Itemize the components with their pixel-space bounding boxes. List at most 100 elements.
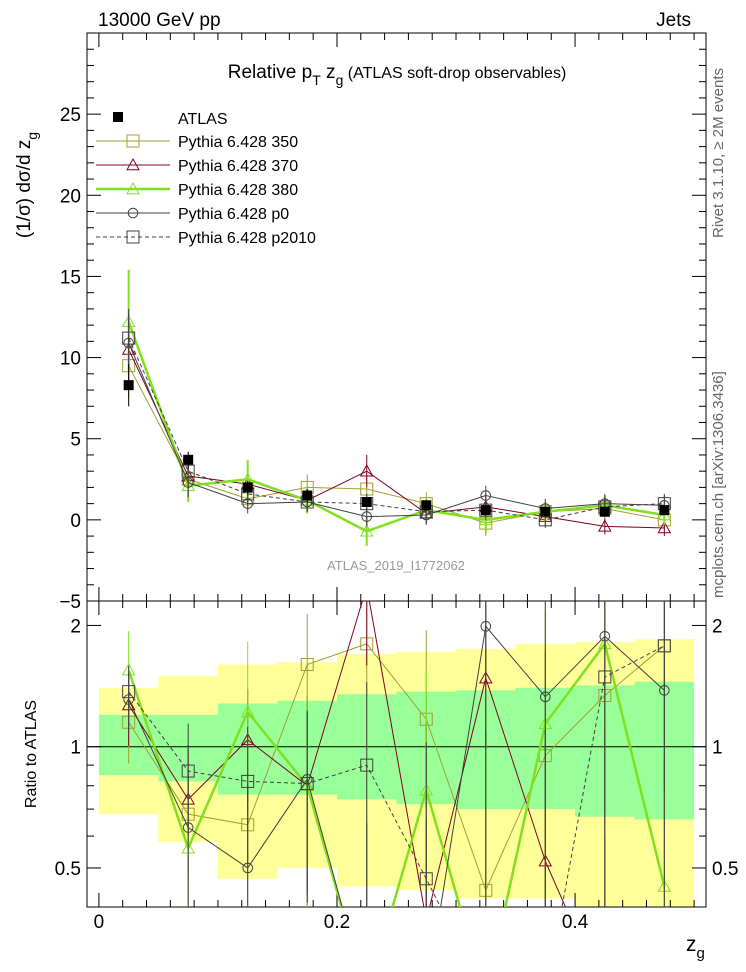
ratio-series-line [127,641,666,907]
ratio-plot-frame [86,600,707,908]
legend-marker-atlas [113,112,123,122]
main-series-line [128,349,665,529]
legend-marker [126,181,140,195]
legend-marker [127,207,139,219]
main-data-point [597,519,612,532]
ratio-data-point [122,685,136,699]
x-tick-label: 0 [94,912,105,933]
legend-label-atlas: ATLAS [178,111,228,128]
ratio-ytick-label-right: 1 [712,738,723,759]
x-tick-label: 0.4 [562,912,589,933]
ratio-data-point [300,777,314,791]
main-series-line [128,342,665,518]
ratio-data-point [539,691,551,703]
atlas-data-point [421,500,432,511]
atlas-data-point [480,505,491,516]
main-data-point [122,331,136,345]
atlas-data-point [123,380,134,391]
main-data-point [657,520,672,534]
main-ytick-label: 10 [60,349,81,370]
ratio-ytick-label: 1 [70,738,81,759]
ratio-series-line [128,645,665,907]
xlabel-text: z [686,933,697,956]
ratio-data-point [181,764,195,778]
ratio-data-point [240,704,255,718]
main-axis-ticks: −5 0 5 10 15 20 25 [59,33,706,613]
ratio-ytick-label-right: 2 [712,616,723,637]
legend-label: Pythia 6.428 p2010 [178,230,316,247]
energy-label: 13000 GeV pp [98,10,221,31]
main-series-3 [123,313,670,527]
main-ytick-label: 0 [70,511,81,532]
atlas-data-point [540,506,551,517]
ratio-data-point [360,758,374,772]
ratio-series-line [128,643,665,892]
main-series-layer [121,269,672,546]
main-data-point [479,503,493,517]
rivet-version-text: Rivet 3.1.10, ≥ 2M events [710,68,727,238]
title-part-relative: Relative p [228,62,313,83]
analysis-watermark: ATLAS_2019_I1772062 [327,558,465,573]
legend-label: Pythia 6.428 p0 [178,206,289,223]
ratio-series-line [128,601,567,907]
ratio-series-line [128,625,665,907]
atlas-data-point [659,505,670,516]
chart-title: Relative pT zg (ATLAS soft-drop observab… [228,62,567,88]
process-label: Jets [656,10,691,31]
main-ytick-label: 20 [60,186,81,207]
main-ytick-label: 5 [70,430,81,451]
legend-marker [126,230,140,244]
x-tick-label: 0.2 [324,912,350,933]
legend-label: Pythia 6.428 350 [178,134,298,151]
legend-label: Pythia 6.428 380 [178,182,298,199]
ratio-data-point [657,639,671,653]
main-data-point [478,512,493,526]
main-data-point [480,490,492,501]
ratio-data-point [300,657,314,671]
ratio-axis-ticks: 0.5 0.5 1 1 2 2 0 0.2 0.4 [55,601,738,933]
title-sub-t: T [312,72,321,88]
main-data-point [359,464,374,477]
main-series-line [127,321,665,533]
ratio-y-axis-label: Ratio to ATLAS [23,700,40,808]
title-sub-g: g [336,72,344,88]
ylabel-main-sub: g [24,132,40,140]
title-part-rest: (ATLAS soft-drop observables) [343,65,566,82]
legend-label: Pythia 6.428 370 [178,158,298,175]
main-series-line [128,365,665,524]
legend-marker [126,134,140,148]
ratio-data-point [242,862,254,874]
main-series-4 [122,308,671,528]
ratio-ytick-label: 2 [70,616,81,637]
ratio-data-point [598,670,612,684]
main-data-point [359,524,374,537]
xlabel-sub: g [697,945,705,962]
title-part-z: z [321,62,336,83]
main-ytick-label: −5 [59,592,81,613]
ylabel-main-text: (1/σ) dσ/d z [14,140,35,238]
ratio-series-4 [122,601,671,907]
main-series-atlas [123,364,670,517]
main-series-1 [121,313,672,537]
main-ytick-label: 15 [60,267,81,288]
atlas-data-point [183,454,194,465]
main-y-axis-label: (1/σ) dσ/d zg [14,132,40,238]
main-series-2 [121,269,672,546]
ratio-ytick-label-right: 0.5 [712,859,738,880]
atlas-data-point [242,482,253,493]
legend-marker [126,157,140,171]
x-axis-label: zg [686,933,705,962]
ratio-data-point [241,774,255,788]
mcplots-credit-text: mcplots.cern.ch [arXiv:1306.3436] [710,371,727,598]
atlas-data-point [302,490,313,501]
atlas-data-point [599,506,610,517]
ratio-data-point [419,872,433,886]
ratio-series-layer [121,601,672,907]
main-ytick-label: 25 [60,105,81,126]
main-series-0 [122,333,671,537]
ratio-data-point [480,621,492,632]
legend: ATLAS Pythia 6.428 350 Pythia 6.428 370 Pyt… [96,111,316,247]
atlas-data-point [361,497,372,508]
main-series-line [128,337,665,521]
